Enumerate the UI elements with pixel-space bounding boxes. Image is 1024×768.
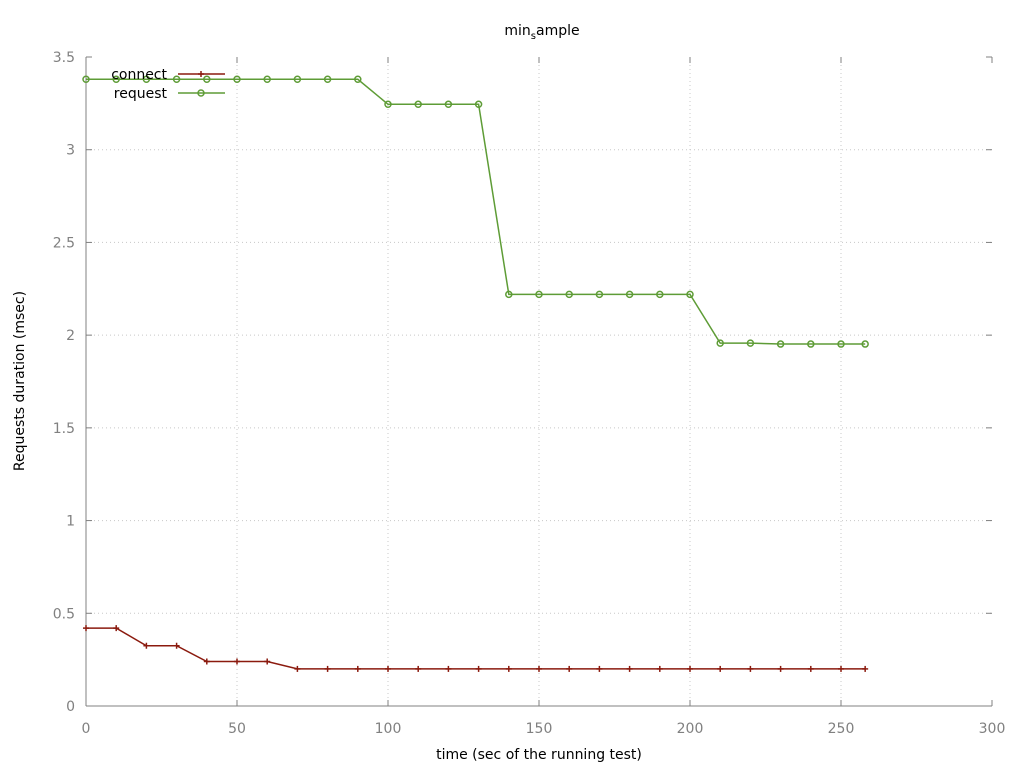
request-point bbox=[112, 75, 120, 84]
request-point bbox=[595, 290, 604, 299]
connect-point bbox=[83, 625, 89, 632]
series-request bbox=[82, 75, 869, 348]
request-point bbox=[746, 339, 755, 347]
legend: connect request bbox=[111, 67, 225, 102]
request-point bbox=[776, 340, 785, 348]
request-point bbox=[837, 340, 845, 348]
request-point bbox=[807, 340, 815, 348]
connect-point bbox=[475, 665, 482, 672]
request-point bbox=[354, 75, 362, 84]
connect-point bbox=[687, 665, 693, 672]
legend-item-connect: connect bbox=[111, 67, 225, 83]
request-point bbox=[686, 290, 694, 299]
connect-point bbox=[143, 642, 150, 649]
request-point bbox=[263, 75, 271, 84]
request-point bbox=[323, 75, 332, 84]
y-tick-label: 1.5 bbox=[53, 421, 75, 437]
request-point bbox=[203, 75, 211, 84]
x-tick-label: 50 bbox=[228, 721, 246, 737]
connect-point bbox=[596, 665, 603, 672]
connect-point bbox=[203, 658, 210, 665]
connect-point bbox=[113, 625, 120, 632]
y-tick-label: 0 bbox=[66, 699, 75, 715]
axis-ticks: 0 50 100 150 200 250 300 0 0.5 1 1.5 2 2.5 3 3.5 bbox=[53, 50, 1006, 737]
series-connect bbox=[83, 625, 869, 672]
request-point bbox=[505, 290, 513, 299]
legend-item-request: request bbox=[114, 86, 225, 102]
connect-point bbox=[445, 665, 452, 672]
y-tick-label: 2 bbox=[66, 328, 75, 344]
y-tick-label: 3 bbox=[66, 143, 75, 159]
x-tick-label: 0 bbox=[82, 721, 91, 737]
y-tick-label: 0.5 bbox=[53, 606, 75, 622]
request-point bbox=[142, 75, 151, 84]
chart-title-main: min bbox=[504, 23, 530, 39]
connect-point bbox=[626, 665, 633, 672]
request-line bbox=[86, 78, 866, 345]
chart-title: minsample bbox=[504, 23, 579, 42]
connect-point bbox=[656, 665, 663, 672]
chart-title-tail: ample bbox=[536, 23, 580, 39]
request-point bbox=[172, 75, 181, 84]
connect-line bbox=[86, 627, 866, 670]
legend-swatch-marker bbox=[197, 89, 205, 97]
connect-point bbox=[385, 665, 391, 672]
x-tick-label: 100 bbox=[375, 721, 402, 737]
request-point bbox=[625, 290, 634, 299]
request-point bbox=[716, 339, 724, 347]
connect-point bbox=[415, 665, 422, 672]
connect-point bbox=[566, 665, 573, 672]
request-point bbox=[656, 290, 664, 299]
connect-point bbox=[173, 642, 180, 649]
request-point bbox=[82, 75, 90, 84]
connect-point bbox=[264, 658, 271, 665]
y-tick-label: 3.5 bbox=[53, 50, 75, 66]
connect-point bbox=[777, 665, 784, 672]
y-tick-label: 1 bbox=[66, 514, 75, 530]
y-tick-label: 2.5 bbox=[53, 235, 75, 251]
x-axis-label: time (sec of the running test) bbox=[436, 747, 642, 763]
connect-point bbox=[536, 665, 542, 672]
request-point bbox=[861, 340, 869, 348]
chart-title-subscript: s bbox=[531, 31, 536, 42]
connect-point bbox=[354, 665, 361, 672]
legend-swatch-marker bbox=[198, 71, 204, 77]
connect-point bbox=[234, 658, 240, 665]
request-point bbox=[444, 100, 453, 109]
x-tick-label: 300 bbox=[979, 721, 1006, 737]
legend-label: request bbox=[114, 86, 168, 102]
connect-point bbox=[324, 665, 331, 672]
request-point bbox=[565, 290, 573, 299]
series-layer bbox=[82, 75, 869, 672]
x-tick-label: 250 bbox=[828, 721, 855, 737]
request-point bbox=[474, 100, 483, 109]
legend-label: connect bbox=[111, 67, 167, 83]
request-point bbox=[414, 100, 422, 109]
connect-point bbox=[717, 665, 724, 672]
connect-point bbox=[294, 665, 301, 672]
request-point bbox=[233, 75, 241, 84]
x-tick-label: 150 bbox=[526, 721, 553, 737]
grid bbox=[86, 57, 992, 706]
connect-point bbox=[747, 665, 754, 672]
request-point bbox=[535, 290, 543, 299]
request-point bbox=[384, 100, 392, 109]
connect-point bbox=[505, 665, 512, 672]
connect-point bbox=[862, 665, 869, 672]
connect-point bbox=[838, 665, 844, 672]
connect-point bbox=[807, 665, 814, 672]
x-tick-label: 200 bbox=[677, 721, 704, 737]
y-axis-label: Requests duration (msec) bbox=[12, 291, 28, 471]
request-point bbox=[293, 75, 302, 84]
